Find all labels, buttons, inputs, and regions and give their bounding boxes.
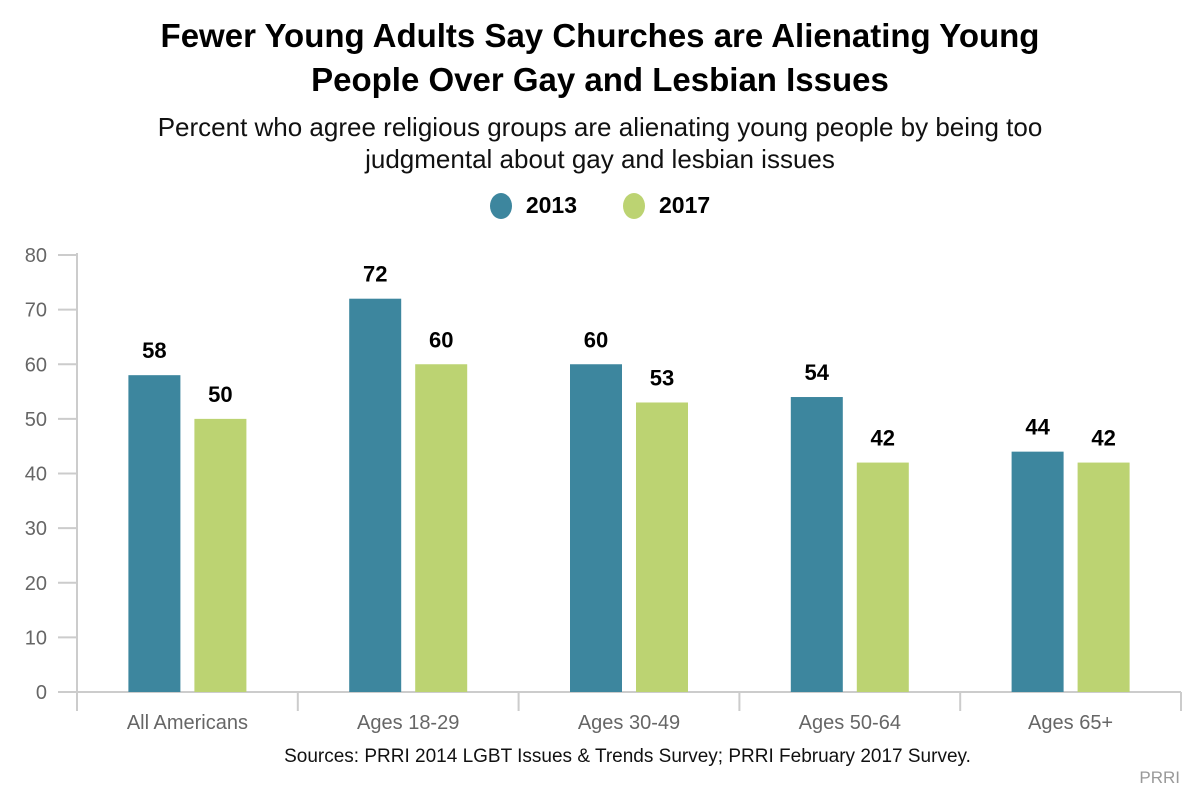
data-label-2017-4: 42 [1091, 426, 1115, 451]
y-tick-label-20: 20 [25, 573, 47, 595]
legend-swatch-2013 [489, 192, 512, 219]
bar-2013-1 [349, 298, 402, 692]
y-tick-label-40: 40 [25, 464, 47, 486]
x-tick-label-0: All Americans [127, 712, 248, 734]
y-tick-label-70: 70 [25, 300, 47, 322]
data-label-2013-1: 72 [363, 262, 387, 287]
legend: 2013 2017 [0, 192, 1200, 219]
y-tick-label-0: 0 [36, 682, 47, 704]
chart-title-line-1: Fewer Young Adults Say Churches are Alie… [160, 17, 1040, 54]
chart-subtitle-line-1: Percent who agree religious groups are a… [157, 112, 1043, 142]
data-label-2013-2: 60 [584, 327, 608, 352]
chart-subtitle-line-2: judgmental about gay and lesbian issues [365, 144, 835, 174]
chart-title: Fewer Young Adults Say Churches are Alie… [0, 14, 1200, 102]
legend-item-2013[interactable]: 2013 [489, 192, 577, 219]
y-tick-label-80: 80 [25, 245, 47, 267]
legend-item-2017[interactable]: 2017 [623, 192, 710, 219]
data-label-2013-4: 44 [1025, 415, 1050, 440]
y-tick-label-10: 10 [25, 627, 47, 649]
bar-2017-0 [194, 418, 247, 692]
bar-2013-3 [790, 397, 843, 692]
x-tick-label-3: Ages 50-64 [799, 712, 901, 734]
bar-2017-2 [636, 402, 688, 692]
data-label-2017-3: 42 [871, 426, 895, 451]
data-label-2017-2: 53 [650, 365, 674, 390]
y-tick-label-60: 60 [25, 354, 47, 376]
bar-2017-4 [1077, 462, 1130, 692]
brand-label: PRRI [1139, 768, 1180, 787]
chart-subtitle: Percent who agree religious groups are a… [0, 111, 1200, 175]
legend-label-2017: 2017 [659, 192, 711, 218]
bar-2013-4 [1011, 451, 1064, 692]
source-note: Sources: PRRI 2014 LGBT Issues & Trends … [284, 746, 971, 767]
legend-label-2013: 2013 [525, 192, 577, 218]
x-tick-label-1: Ages 18-29 [357, 712, 459, 734]
y-tick-label-30: 30 [25, 518, 47, 540]
bar-2013-0 [128, 375, 181, 692]
chart-title-line-2: People Over Gay and Lesbian Issues [311, 61, 889, 98]
data-label-2013-3: 54 [805, 360, 830, 385]
bar-2013-2 [570, 364, 622, 692]
bar-2017-3 [856, 462, 909, 692]
x-tick-label-4: Ages 65+ [1028, 712, 1113, 734]
legend-swatch-2017 [623, 192, 645, 219]
x-tick-label-2: Ages 30-49 [578, 712, 680, 734]
y-tick-label-50: 50 [25, 409, 47, 431]
data-label-2017-0: 50 [208, 382, 232, 407]
bar-2017-1 [415, 364, 468, 692]
data-label-2017-1: 60 [429, 327, 453, 352]
data-label-2013-0: 58 [142, 338, 166, 363]
